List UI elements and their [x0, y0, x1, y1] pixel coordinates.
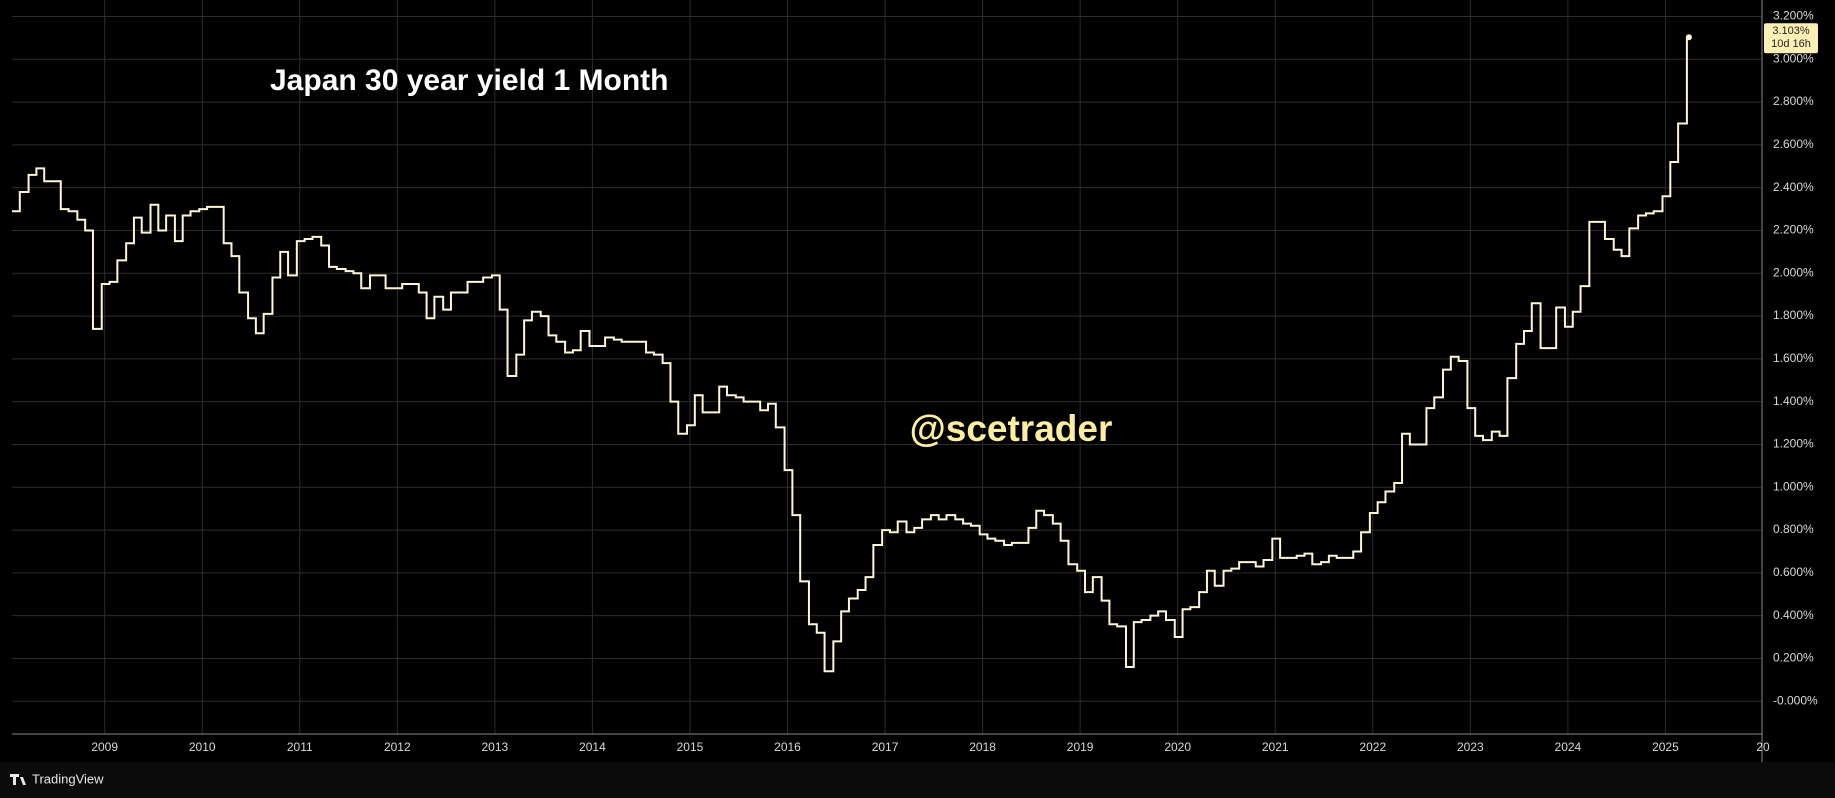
yield-line — [12, 37, 1688, 673]
y-tick-label: 2.600% — [1773, 137, 1814, 151]
x-tick-label: 2024 — [1555, 740, 1582, 754]
x-tick-label: 2014 — [579, 740, 606, 754]
y-tick-label: 3.200% — [1773, 9, 1814, 23]
x-tick-label: 2023 — [1457, 740, 1484, 754]
x-tick-label: 2016 — [774, 740, 801, 754]
y-tick-label: 1.400% — [1773, 394, 1814, 408]
y-tick-label: 2.400% — [1773, 180, 1814, 194]
y-tick-label: 2.800% — [1773, 94, 1814, 108]
plot — [12, 34, 1692, 673]
y-tick-label: 2.000% — [1773, 265, 1814, 279]
y-tick-label: 3.000% — [1773, 51, 1814, 65]
tag-box — [1764, 23, 1818, 54]
y-tick-label: 0.800% — [1773, 522, 1814, 536]
x-tick-label: 2025 — [1652, 740, 1679, 754]
x-tick-label: 2015 — [677, 740, 704, 754]
last-point — [1685, 34, 1692, 41]
footer-bar — [0, 762, 1835, 798]
y-tick-label: -0.000% — [1773, 693, 1818, 707]
x-tick-label: 2017 — [872, 740, 899, 754]
y-tick-label: 2.200% — [1773, 223, 1814, 237]
countdown: 10d 16h — [1771, 38, 1811, 50]
x-tick-label: 2009 — [91, 740, 118, 754]
x-tick-label: 2011 — [287, 740, 313, 754]
brand: TradingView — [32, 771, 104, 786]
brand-logo: TradingView — [10, 771, 104, 786]
y-tick-label: 0.200% — [1773, 651, 1814, 665]
y-tick-label: 0.600% — [1773, 565, 1814, 579]
y-tick-label: 1.200% — [1773, 437, 1814, 451]
x-tick-label: 2013 — [482, 740, 509, 754]
x-tick-label: 2010 — [189, 740, 216, 754]
x-tick-label: 2019 — [1067, 740, 1094, 754]
y-tick-label: 1.600% — [1773, 351, 1814, 365]
x-tick-label: 20 — [1756, 740, 1770, 754]
x-tick-label: 2020 — [1164, 740, 1191, 754]
y-tick-label: 1.800% — [1773, 308, 1814, 322]
x-tick-label: 2022 — [1359, 740, 1386, 754]
last-value-label: 3.103% — [1772, 25, 1810, 37]
watermark: @scetrader — [910, 408, 1113, 449]
y-tick-label: 0.400% — [1773, 608, 1814, 622]
x-tick-label: 2018 — [969, 740, 996, 754]
y-tick-label: 1.000% — [1773, 479, 1814, 493]
x-tick-label: 2021 — [1262, 740, 1289, 754]
grid — [12, 0, 1762, 734]
x-tick-label: 2012 — [384, 740, 411, 754]
last-value-tag: 3.103%10d 16h — [1764, 23, 1818, 54]
chart-title: Japan 30 year yield 1 Month — [270, 64, 668, 97]
